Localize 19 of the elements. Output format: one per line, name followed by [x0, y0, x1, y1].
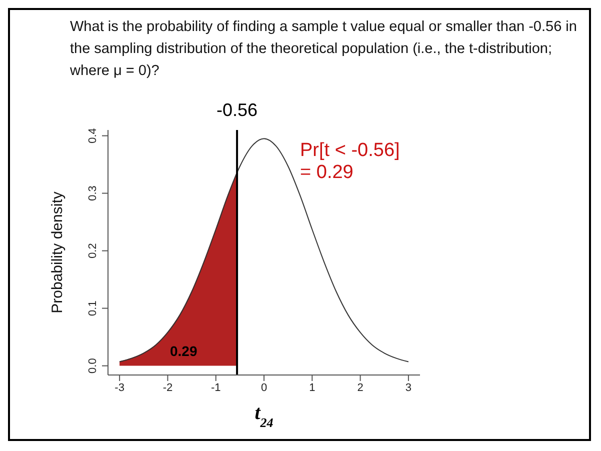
annotation: 0.29 — [170, 343, 198, 359]
x-tick-label: -1 — [210, 382, 221, 394]
y-tick-label: 0.2 — [87, 243, 99, 258]
y-tick-label: 0.0 — [87, 358, 99, 374]
x-tick-label: -2 — [162, 382, 173, 394]
x-axis-title: t$_{24}$ — [254, 402, 274, 430]
x-tick-label: 3 — [405, 382, 412, 394]
x-tick-label: -3 — [114, 382, 124, 394]
line-series — [119, 138, 409, 362]
y-tick-label: 0.3 — [87, 186, 99, 201]
annotation: Pr[t < -0.56] = 0.29 — [300, 140, 400, 184]
chart-title: What is the probability of finding a sample t value equal or smaller than -0.56 in the sampling distribution of the theoretical population (i.e., the t-distribution; where μ = 0)? — [70, 18, 578, 81]
x-tick-label: 2 — [357, 382, 364, 394]
ref-line-label: -0.56 — [216, 100, 258, 120]
y-axis-title: Probability density — [49, 191, 66, 314]
y-tick-label: 0.1 — [87, 300, 99, 316]
x-tick-label: 1 — [309, 382, 316, 394]
x-tick-label: 0 — [260, 382, 268, 394]
y-tick-label: 0.4 — [87, 128, 99, 144]
